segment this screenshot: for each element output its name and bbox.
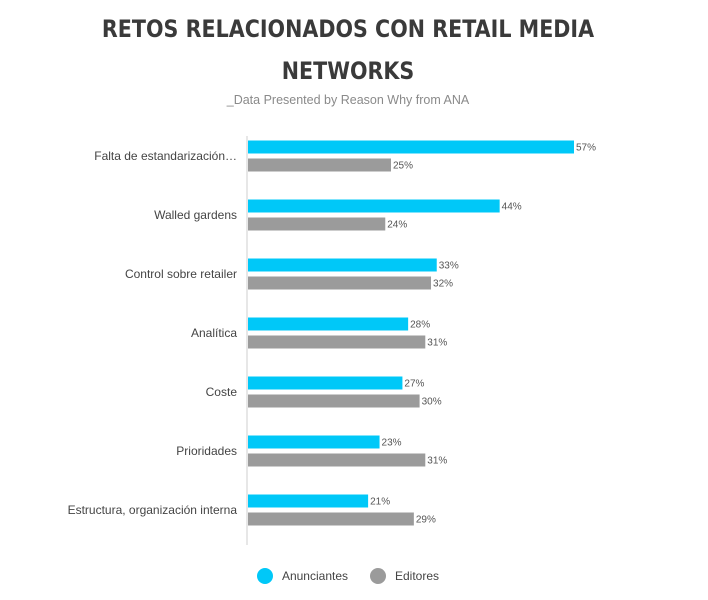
bar-anunciantes[interactable] xyxy=(248,140,574,154)
category-label: Estructura, organización interna xyxy=(68,503,238,517)
category-label: Falta de estandarización… xyxy=(94,149,237,163)
bar-chart: Falta de estandarización… 57% 25% Walled ga… xyxy=(68,136,596,545)
data-label: 33% xyxy=(439,261,459,272)
category-label: Coste xyxy=(206,385,238,399)
bar-editores[interactable] xyxy=(248,217,386,231)
data-label: 25% xyxy=(393,161,413,172)
bar-editores[interactable] xyxy=(248,335,426,349)
data-label: 23% xyxy=(382,438,402,449)
bar-anunciantes[interactable] xyxy=(248,494,369,508)
data-label: 29% xyxy=(416,515,436,526)
chart-legend: Anunciantes Editores xyxy=(0,568,696,584)
data-label: 28% xyxy=(410,320,430,331)
chart-subtitle: _Data Presented by Reason Why from ANA xyxy=(226,93,470,107)
bar-anunciantes[interactable] xyxy=(248,258,437,272)
chart-title: RETOS RELACIONADOS CON RETAIL MEDIA NETW… xyxy=(49,8,648,92)
data-label: 44% xyxy=(502,202,522,213)
data-label: 30% xyxy=(422,397,442,408)
bar-anunciantes[interactable] xyxy=(248,199,500,213)
bar-editores[interactable] xyxy=(248,453,426,467)
chart-title-text: RETOS RELACIONADOS CON RETAIL MEDIA NETW… xyxy=(101,15,595,85)
data-label: 32% xyxy=(433,279,453,290)
data-label: 21% xyxy=(370,497,390,508)
category-label: Analítica xyxy=(191,326,237,340)
bar-editores[interactable] xyxy=(248,512,414,526)
legend-item-anunciantes[interactable]: Anunciantes xyxy=(256,568,348,584)
data-label: 31% xyxy=(427,338,447,349)
category-label: Prioridades xyxy=(176,444,237,458)
category-label: Control sobre retailer xyxy=(125,267,237,281)
bar-editores[interactable] xyxy=(248,394,420,408)
category-label: Walled gardens xyxy=(154,208,237,222)
bar-anunciantes[interactable] xyxy=(248,376,403,390)
legend-label-anunciantes: Anunciantes xyxy=(281,569,348,583)
data-label: 24% xyxy=(387,220,407,231)
data-label: 31% xyxy=(427,456,447,467)
legend-swatch-editores xyxy=(370,568,386,584)
data-label: 57% xyxy=(576,143,596,154)
bar-editores[interactable] xyxy=(248,276,432,290)
bar-editores[interactable] xyxy=(248,158,391,172)
legend-swatch-anunciantes xyxy=(256,568,273,584)
legend-item-editores[interactable]: Editores xyxy=(370,568,439,584)
bar-anunciantes[interactable] xyxy=(248,317,409,331)
bar-anunciantes[interactable] xyxy=(248,435,380,449)
data-label: 27% xyxy=(404,379,424,390)
legend-label-editores: Editores xyxy=(395,569,440,583)
